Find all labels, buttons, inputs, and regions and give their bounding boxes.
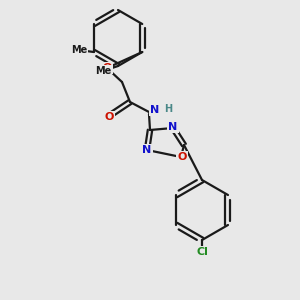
Text: Cl: Cl [196,247,208,257]
Text: O: O [104,112,114,122]
Text: N: N [142,145,152,155]
Text: Me: Me [70,45,87,55]
Text: O: O [102,63,112,73]
Text: Me: Me [95,66,111,76]
Text: N: N [150,105,160,115]
Text: H: H [164,104,172,114]
Text: N: N [168,122,178,132]
Text: O: O [177,152,187,162]
